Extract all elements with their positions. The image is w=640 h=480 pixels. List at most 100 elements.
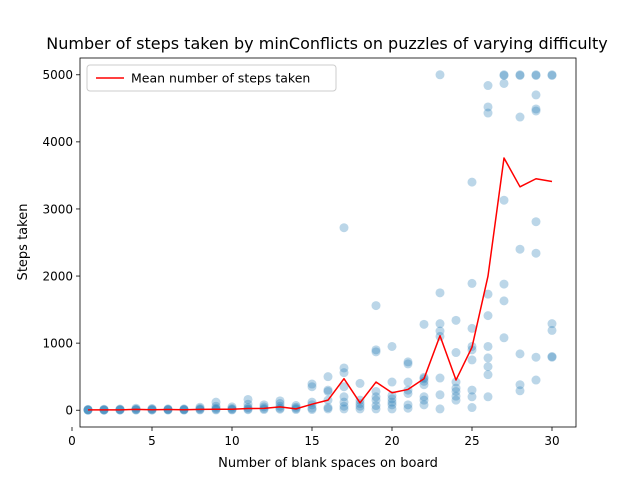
scatter-point (531, 375, 541, 385)
scatter-point (499, 70, 509, 80)
scatter-point (531, 248, 541, 258)
scatter-point (291, 402, 301, 412)
scatter-point (499, 296, 509, 306)
scatter-point (467, 403, 477, 413)
scatter-point (387, 377, 397, 387)
scatter-point (195, 402, 205, 412)
scatter-point (371, 347, 381, 357)
scatter-point (211, 403, 221, 413)
scatter-point (467, 355, 477, 365)
scatter-point (355, 378, 365, 388)
scatter-point (451, 386, 461, 396)
scatter-point (435, 373, 445, 383)
scatter-point (371, 395, 381, 405)
scatter-point (403, 403, 413, 413)
scatter-point (547, 319, 557, 329)
scatter-point (355, 404, 365, 414)
scatter-point (547, 325, 557, 335)
x-tick-label: 15 (304, 434, 319, 448)
scatter-point (339, 223, 349, 233)
scatter-point (419, 380, 429, 390)
scatter-point (387, 397, 397, 407)
scatter-point (515, 386, 525, 396)
scatter-point (531, 70, 541, 80)
scatter-point (307, 379, 317, 389)
scatter-point (403, 400, 413, 410)
scatter-point (131, 403, 141, 413)
y-tick-label: 5000 (42, 68, 73, 82)
scatter-point (435, 70, 445, 80)
scatter-point (515, 380, 525, 390)
scatter-point (371, 404, 381, 414)
scatter-point (467, 278, 477, 288)
scatter-point (515, 244, 525, 254)
scatter-point (451, 391, 461, 401)
scatter-point (371, 301, 381, 311)
scatter-point (355, 395, 365, 405)
scatter-point (483, 392, 493, 402)
scatter-point (323, 403, 333, 413)
x-tick-label: 25 (464, 434, 479, 448)
scatter-point (531, 70, 541, 80)
scatter-point (355, 401, 365, 411)
scatter-point (467, 392, 477, 402)
x-tick-label: 10 (224, 434, 239, 448)
scatter-point (419, 395, 429, 405)
scatter-point (451, 395, 461, 405)
mean-line-layer (88, 157, 553, 411)
scatter-point (531, 104, 541, 114)
x-tick-label: 30 (544, 434, 559, 448)
scatter-point (435, 390, 445, 400)
scatter-point (243, 394, 253, 404)
scatter-point (339, 392, 349, 402)
scatter-point (467, 385, 477, 395)
scatter-point (515, 349, 525, 359)
scatter-point (483, 108, 493, 118)
scatter-point (243, 403, 253, 413)
x-tick-label: 20 (384, 434, 399, 448)
scatter-point (403, 359, 413, 369)
scatter-point (243, 405, 253, 415)
mean-steps-line (88, 157, 553, 411)
legend-label: Mean number of steps taken (131, 71, 310, 86)
x-tick-label: 0 (68, 434, 76, 448)
scatter-point (451, 315, 461, 325)
scatter-point (227, 402, 237, 412)
scatter-point (467, 323, 477, 333)
scatter-point (115, 404, 125, 414)
scatter-point (323, 404, 333, 414)
scatter-point (179, 404, 189, 414)
scatter-point (211, 401, 221, 411)
scatter-point (403, 388, 413, 398)
scatter-point (515, 112, 525, 122)
y-tick-label: 1000 (42, 336, 73, 350)
scatter-point (371, 392, 381, 402)
scatter-point (307, 382, 317, 392)
y-tick-label: 0 (65, 404, 73, 418)
scatter-point (419, 376, 429, 386)
scatter-point (483, 341, 493, 351)
scatter-point (371, 386, 381, 396)
scatter-point (243, 399, 253, 409)
scatter-point (499, 70, 509, 80)
x-tick-label: 5 (148, 434, 156, 448)
scatter-point (547, 70, 557, 80)
scatter-point (451, 348, 461, 358)
scatter-point (307, 405, 317, 415)
plot-frame (79, 57, 577, 428)
scatter-point (483, 353, 493, 363)
scatter-point (307, 403, 317, 413)
scatter-point (419, 319, 429, 329)
scatter-point (339, 401, 349, 411)
scatter-point (499, 333, 509, 343)
scatter-point (435, 404, 445, 414)
scatter-point (339, 382, 349, 392)
scatter-point (451, 383, 461, 393)
scatter-point (531, 90, 541, 100)
scatter-point (435, 288, 445, 298)
scatter-point (339, 363, 349, 373)
scatter-point (531, 217, 541, 227)
scatter-point (483, 102, 493, 112)
scatter-point (499, 279, 509, 289)
